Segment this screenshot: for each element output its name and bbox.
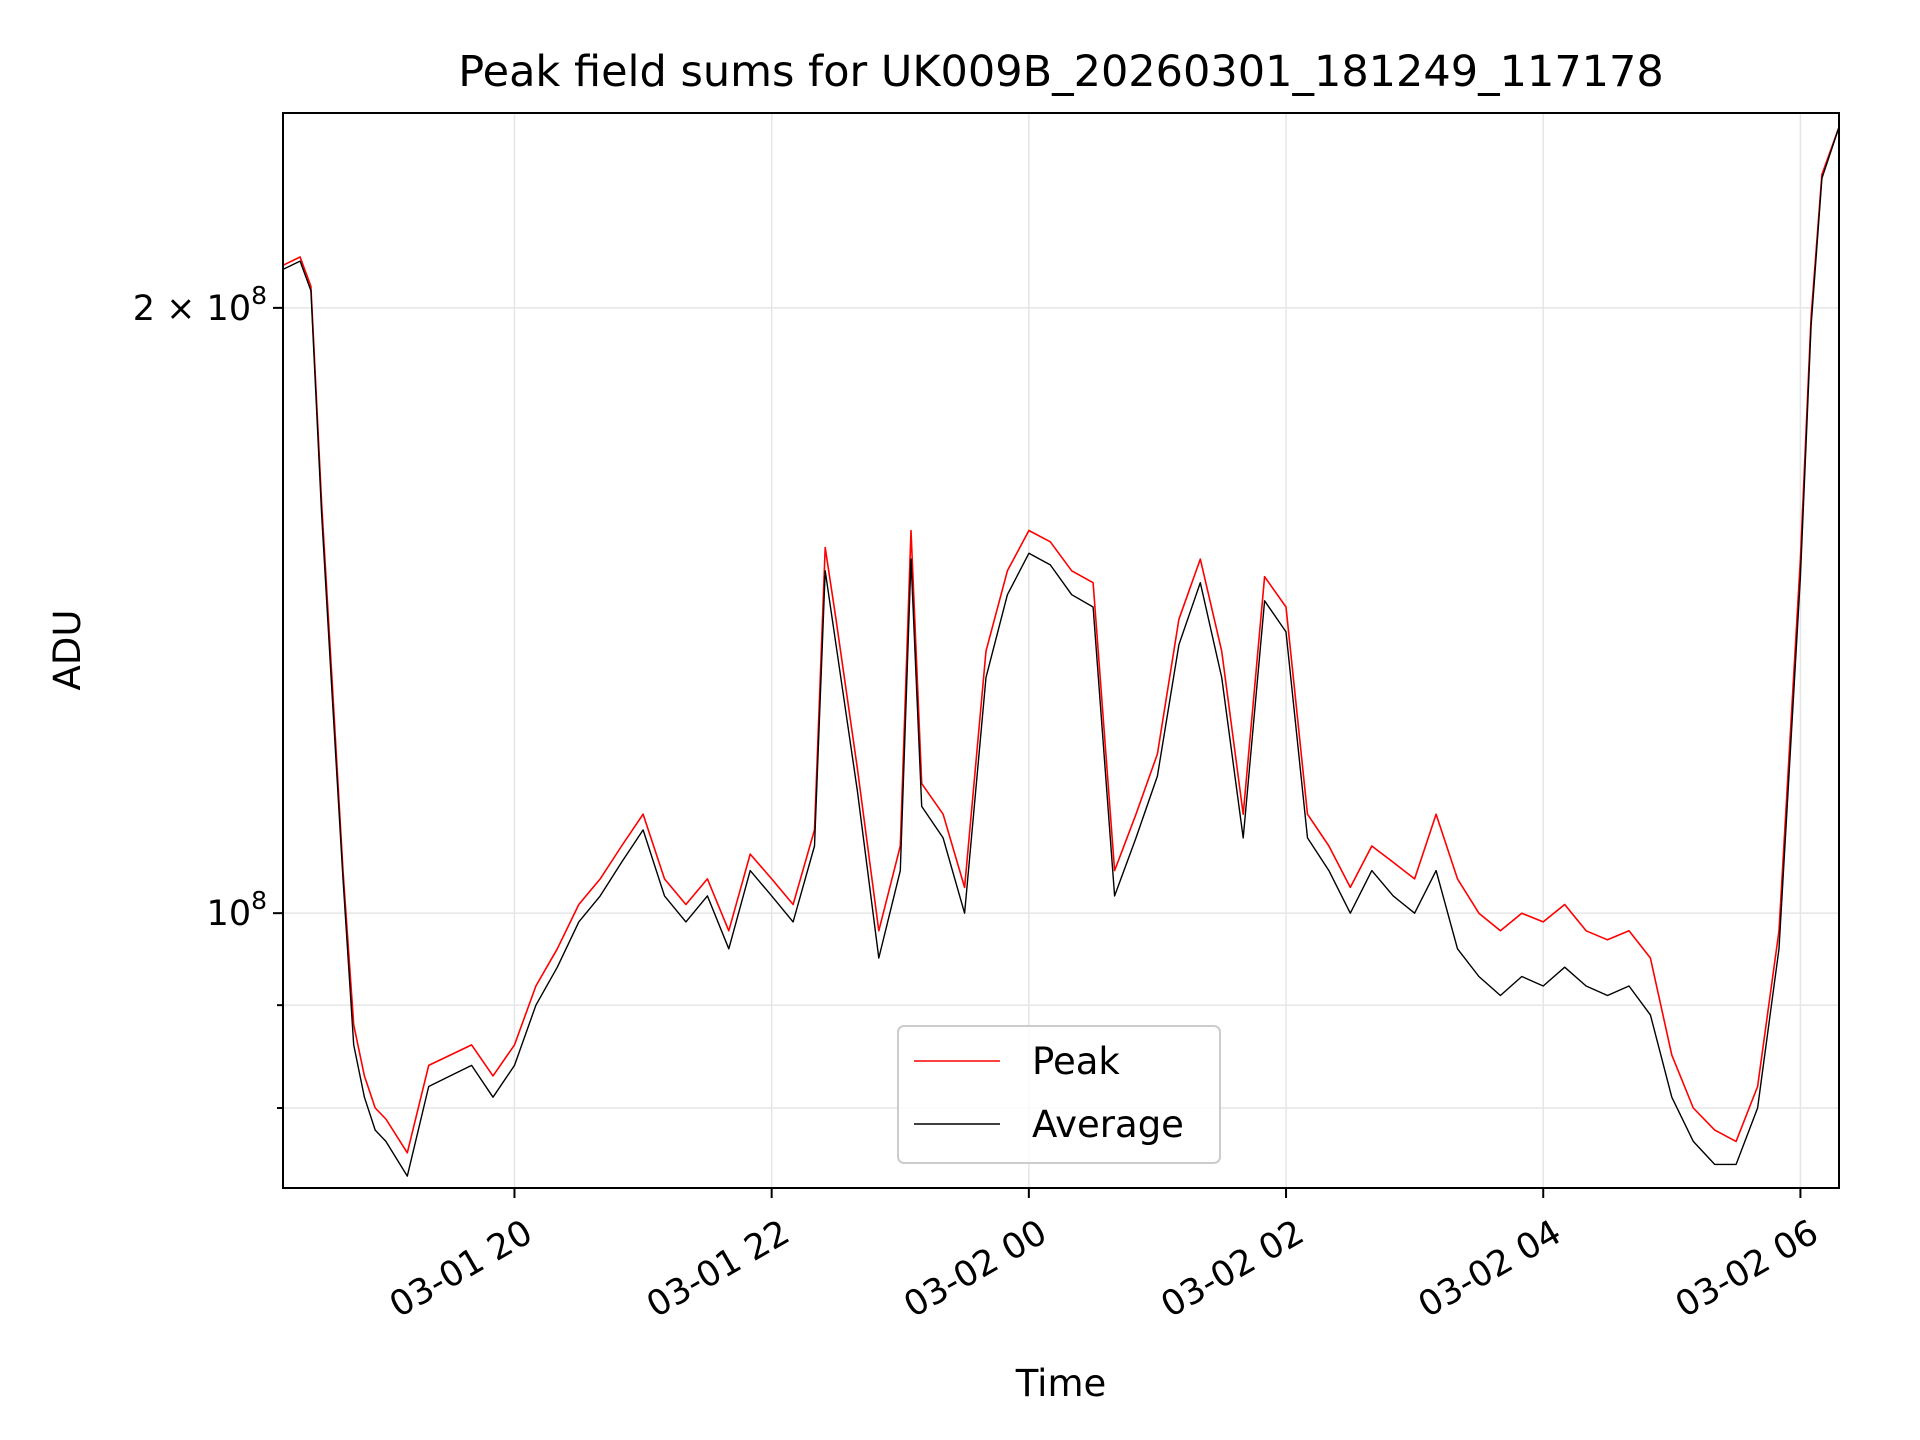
series-line-peak xyxy=(282,126,1840,1154)
y-tick-label: 108 xyxy=(207,886,267,934)
plot-frame xyxy=(282,112,1840,1189)
legend-label-average: Average xyxy=(1032,1103,1184,1146)
series-line-average xyxy=(282,126,1840,1177)
x-axis-label: Time xyxy=(1015,1362,1107,1405)
legend-label-peak: Peak xyxy=(1032,1040,1120,1083)
y-axis-label: ADU xyxy=(46,610,89,691)
y-tick-label: 2 × 108 xyxy=(133,281,267,329)
series-lines xyxy=(282,126,1840,1177)
chart-title: Peak field sums for UK009B_20260301_1812… xyxy=(458,47,1664,97)
grid xyxy=(283,113,1839,1188)
legend: Peak Average xyxy=(897,1025,1221,1164)
